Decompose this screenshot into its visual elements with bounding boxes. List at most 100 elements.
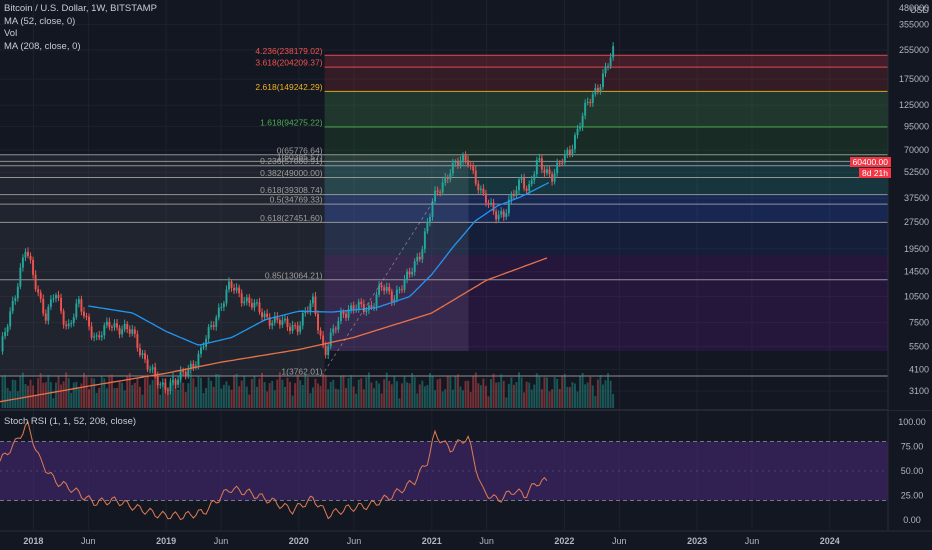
volume-bar [444,389,447,408]
candle-body [123,323,126,330]
candle-body [574,135,576,150]
volume-bar [116,387,118,408]
legend-ma52[interactable]: MA (52, close, 0) [4,15,76,27]
candle-body [27,251,29,256]
volume-bar [255,386,258,408]
volume-bar [1,376,4,408]
candle-body [24,251,27,258]
rsi-legend[interactable]: Stoch RSI (1, 1, 52, 208, close) [4,416,137,427]
candle-body [286,318,289,327]
candle-body [329,332,332,347]
volume-bar [373,388,375,408]
volume-bar [174,378,177,408]
candle-body [103,325,106,336]
volume-bar [423,386,426,408]
candle-body [380,285,383,288]
time-axis[interactable]: 2018 Jun 2019 Jun 2020 Jun 2021 Jun 2022 Jun 2023 J… [0,530,932,550]
candle-body [360,301,363,304]
volume-bar [434,390,437,408]
volume-bar [151,380,154,408]
volume-bar [512,384,515,408]
candle-body [365,310,368,313]
price-tick-label: 125000 [899,100,929,110]
candle-body [428,216,431,223]
candle-body [202,346,205,348]
volume-bar [294,383,297,408]
price-axis[interactable]: 480000 355000 255000 175000 125000 95000 70000… [887,0,932,530]
volume-bar [551,389,554,408]
legend-ma208[interactable]: MA (208, close, 0) [4,40,81,52]
volume-bar [309,393,312,408]
volume-bar [317,383,319,408]
volume-bar [238,386,241,408]
volume-bar [75,381,78,408]
volume-bar [220,388,223,408]
candle-body [454,161,457,164]
candle-body [34,274,37,290]
volume-bar [406,382,409,408]
candle-body [607,66,610,68]
volume-bar [166,387,169,408]
candle-body [581,115,584,128]
candle-body [19,267,22,287]
candle-body [327,346,330,356]
volume-bar [52,398,55,408]
fib-label: 0.618(27451.60) [260,213,323,223]
volume-bar [49,382,52,408]
candle-body [456,161,459,166]
candle-body [339,311,342,322]
candle-body [268,317,271,326]
candle-body [85,316,88,318]
candle-body [93,336,96,338]
candle-body [271,322,274,326]
volume-bar [492,373,495,408]
candle-body [49,299,52,307]
volume-bar [141,394,144,408]
candle-body [484,193,487,203]
volume-bar [258,378,261,408]
volume-bar [90,377,93,408]
candle-body [609,57,612,67]
price-axis-bg [888,0,932,410]
candle-body [250,303,253,308]
candle-body [154,367,157,376]
volume-bar [225,381,228,408]
candle-body [179,370,182,380]
volume-bar [566,386,569,408]
candle-body [217,307,220,318]
volume-bar [233,375,236,408]
fib-label: 4.236(238179.02) [255,46,322,56]
volume-bar [179,380,182,408]
rsi-axis[interactable]: 0.00 25.00 50.00 75.00 100.00 [889,411,932,531]
candle-body [502,211,505,217]
candle-body [345,313,347,318]
volume-bar [123,390,126,408]
volume-bar [535,373,538,408]
volume-bar [464,380,467,408]
candle-body [238,287,241,294]
candle-body [80,299,83,312]
rsi-tick-label: 50.00 [901,466,924,476]
ma-line [0,257,548,403]
fib-label: 1(60385.57) [277,152,323,162]
legend-symbol[interactable]: Bitcoin / U.S. Dollar, 1W, BITSTAMP [4,3,157,14]
candle-body [579,127,582,129]
volume-bar [228,385,230,408]
volume-bar [146,374,149,408]
volume-bar [375,380,378,408]
volume-bar [283,386,286,408]
volume-bar [324,374,327,408]
volume-bar [339,375,342,408]
volume-bar [609,380,612,408]
volume-bar [131,385,134,408]
volume-bar [456,374,459,408]
volume-bar [245,386,248,408]
candle-body [472,165,475,171]
volume-bar [487,396,490,408]
volume-bar [332,379,335,408]
legend-vol[interactable]: Vol [4,28,18,39]
candle-body [416,256,419,262]
candle-body [138,347,141,355]
candle-body [319,330,322,336]
